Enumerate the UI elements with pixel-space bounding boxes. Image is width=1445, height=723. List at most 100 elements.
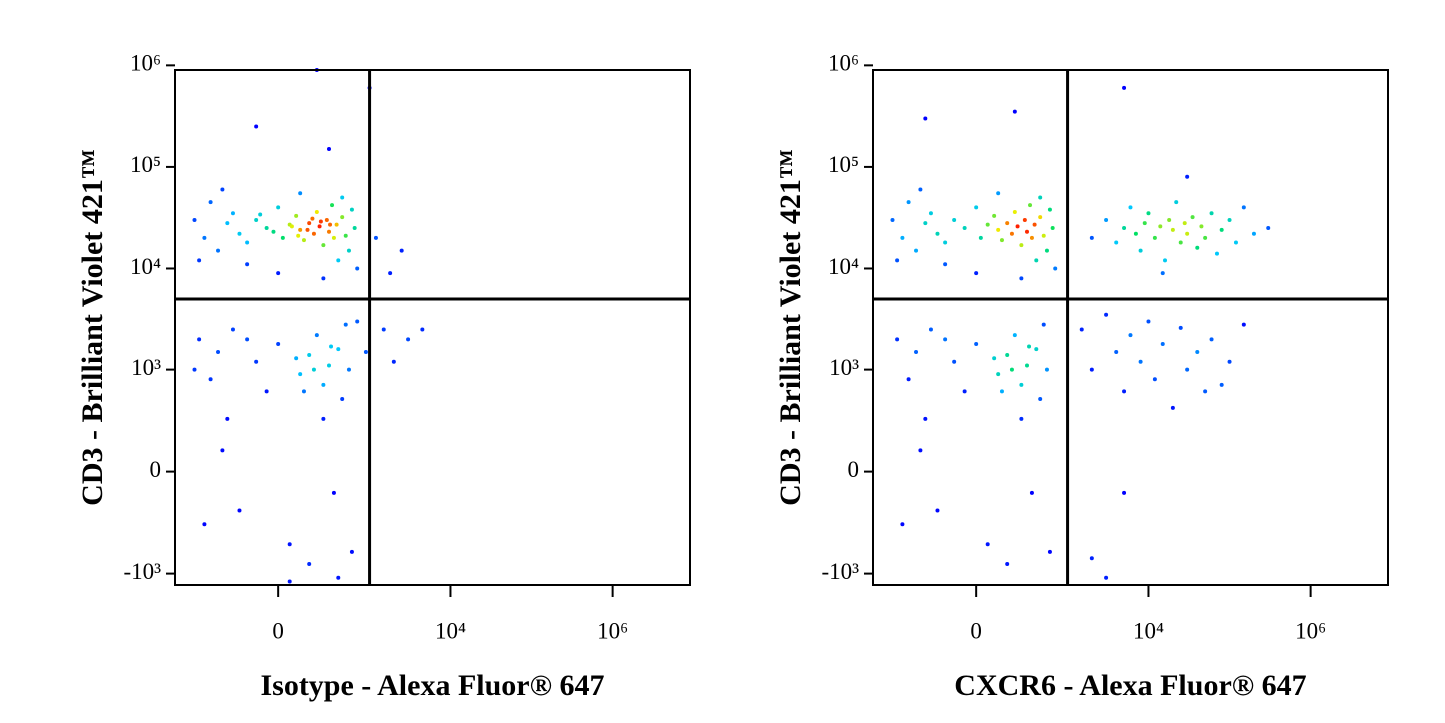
event-dot xyxy=(1251,231,1256,236)
event-dot xyxy=(900,235,905,240)
y-tick-label: 10⁵ xyxy=(828,152,859,177)
event-dot xyxy=(296,233,301,238)
event-dot xyxy=(373,235,378,240)
event-dot xyxy=(1219,227,1224,232)
x-tick-label: 10⁶ xyxy=(597,618,628,643)
event-dot xyxy=(406,337,411,342)
event-dot xyxy=(216,349,221,354)
event-dot xyxy=(895,337,900,342)
event-dot xyxy=(1053,266,1058,271)
event-dot xyxy=(276,205,281,210)
event-dot xyxy=(943,262,948,267)
event-dot xyxy=(1038,195,1043,200)
event-dot xyxy=(310,216,315,221)
event-dot xyxy=(1160,341,1165,346)
event-dot xyxy=(1114,349,1119,354)
event-dot xyxy=(1041,322,1046,327)
event-dot xyxy=(314,209,319,214)
x-tick-label: 0 xyxy=(272,618,284,643)
event-dot xyxy=(230,211,235,216)
event-dot xyxy=(192,218,197,223)
event-dot xyxy=(216,248,221,253)
event-dot xyxy=(1170,227,1175,232)
event-dot xyxy=(1174,200,1179,205)
event-dot xyxy=(935,508,940,513)
event-dot xyxy=(895,258,900,263)
event-dot xyxy=(245,240,250,245)
event-dot xyxy=(1185,367,1190,372)
event-dot xyxy=(220,187,225,192)
event-dot xyxy=(1227,218,1232,223)
event-dot xyxy=(1203,389,1208,394)
event-dot xyxy=(287,579,292,584)
event-dot xyxy=(245,262,250,267)
event-dot xyxy=(1038,215,1043,220)
event-dot xyxy=(237,231,242,236)
event-dot xyxy=(1185,174,1190,179)
event-dot xyxy=(1104,218,1109,223)
event-dot xyxy=(1158,224,1163,229)
event-dot xyxy=(1012,209,1017,214)
event-dot xyxy=(294,356,299,361)
y-axis-title: CD3 - Brilliant Violet 421™ xyxy=(774,149,807,506)
event-dot xyxy=(329,344,334,349)
event-dot xyxy=(264,226,269,231)
event-dot xyxy=(307,221,312,226)
event-dot xyxy=(1170,405,1175,410)
event-dot xyxy=(317,224,322,229)
event-dot xyxy=(906,377,911,382)
event-dot xyxy=(1160,271,1165,276)
event-dot xyxy=(1104,575,1109,580)
event-dot xyxy=(890,218,895,223)
event-dot xyxy=(1138,359,1143,364)
event-dot xyxy=(346,248,351,253)
event-dot xyxy=(1005,352,1010,357)
event-dot xyxy=(1114,240,1119,245)
event-dot xyxy=(1178,240,1183,245)
x-tick-label: 0 xyxy=(970,618,982,643)
event-dot xyxy=(1024,363,1029,368)
event-dot xyxy=(1185,231,1190,236)
event-dot xyxy=(1047,549,1052,554)
event-dot xyxy=(391,359,396,364)
event-dot xyxy=(1005,561,1010,566)
y-tick-label: 10⁵ xyxy=(130,152,161,177)
event-dot xyxy=(1122,226,1127,231)
event-dot xyxy=(298,372,303,377)
event-dot xyxy=(1009,231,1014,236)
event-dot xyxy=(923,116,928,121)
event-dot xyxy=(1019,243,1024,248)
event-dot xyxy=(1146,211,1151,216)
event-dot xyxy=(258,212,263,217)
event-dot xyxy=(1122,490,1127,495)
event-dot xyxy=(1047,207,1052,212)
event-dot xyxy=(321,382,326,387)
event-dot xyxy=(900,522,905,527)
event-dot xyxy=(1034,347,1039,352)
y-tick-label: 0 xyxy=(150,457,162,482)
event-dot xyxy=(1241,205,1246,210)
event-dot xyxy=(1089,556,1094,561)
event-dot xyxy=(331,490,336,495)
event-dot xyxy=(324,218,329,223)
event-dot xyxy=(1089,367,1094,372)
event-dot xyxy=(276,341,281,346)
event-dot xyxy=(1122,389,1127,394)
event-dot xyxy=(352,226,357,231)
event-dot xyxy=(1044,248,1049,253)
event-dot xyxy=(1128,333,1133,338)
event-dot xyxy=(923,221,928,226)
event-dot xyxy=(1028,203,1033,208)
event-dot xyxy=(1178,325,1183,330)
event-dot xyxy=(1005,221,1010,226)
event-dot xyxy=(1128,205,1133,210)
event-dot xyxy=(1029,490,1034,495)
event-dot xyxy=(1241,322,1246,327)
event-dot xyxy=(355,266,360,271)
event-dot xyxy=(326,147,331,152)
event-dot xyxy=(1152,377,1157,382)
event-dot xyxy=(1142,221,1147,226)
event-dot xyxy=(420,327,425,332)
event-dot xyxy=(1041,233,1046,238)
y-tick-label: 10⁴ xyxy=(130,254,161,279)
